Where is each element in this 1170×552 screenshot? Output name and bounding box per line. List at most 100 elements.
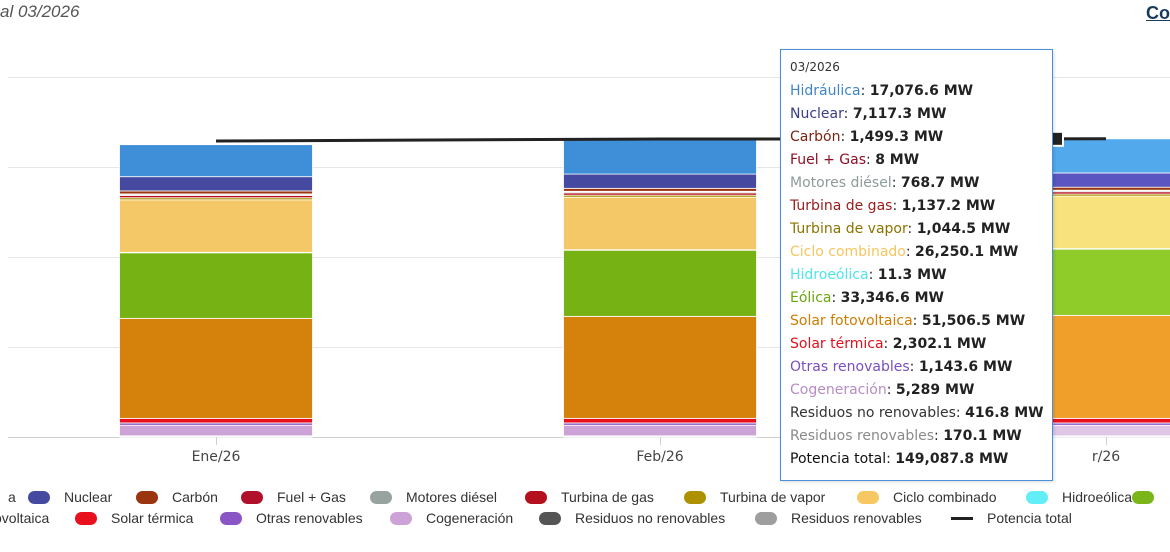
tooltip-row-value: 5,289 MW: [895, 382, 975, 398]
tooltip-row-label: Nuclear: [790, 106, 844, 122]
tooltip-row-separator: :: [843, 106, 853, 122]
tooltip-row: Hidráulica: 17,076.6 MW: [790, 80, 1043, 103]
legend-item[interactable]: Carbón: [136, 487, 218, 507]
legend-item[interactable]: [1132, 487, 1168, 507]
bar-segment-1-15[interactable]: [119, 176, 313, 192]
tooltip-row: Nuclear: 7,117.3 MW: [790, 103, 1043, 126]
legend-label: Potencia total: [987, 510, 1072, 526]
bar-segment-2-7[interactable]: [563, 249, 757, 317]
tooltip-rows: Hidráulica: 17,076.6 MW Nuclear: 7,117.3 …: [790, 80, 1044, 471]
x-tick-label-2: Feb/26: [636, 449, 683, 465]
bar-segment-2-5[interactable]: [563, 417, 757, 424]
legend-swatch: [857, 490, 879, 504]
tooltip-row-value: 768.7 MW: [900, 175, 980, 191]
legend-item[interactable]: Cogeneración: [390, 508, 513, 528]
tooltip-row-label: Solar fotovoltaica: [790, 313, 913, 329]
tooltip-row-separator: :: [831, 290, 841, 306]
bar-segment-1-7[interactable]: [119, 251, 313, 319]
legend-item[interactable]: Residuos no renovables: [539, 508, 725, 528]
legend-item[interactable]: Potencia total: [951, 508, 1072, 528]
legend-item[interactable]: Solar térmica: [75, 508, 193, 528]
tooltip-row: Otras renovables: 1,143.6 MW: [790, 356, 1043, 379]
tooltip-row-value: 2,302.1 MW: [892, 336, 987, 352]
tooltip-row-value: 1,044.5 MW: [916, 221, 1011, 237]
tooltip-row-value: 26,250.1 MW: [915, 244, 1019, 260]
legend-item[interactable]: Turbina de gas: [525, 487, 654, 507]
tooltip-row-value: 33,346.6 MW: [840, 290, 944, 306]
legend-label: Solar térmica: [111, 510, 194, 526]
bar-segment-1-16[interactable]: [119, 144, 313, 178]
tooltip-row-value: 51,506.5 MW: [921, 313, 1026, 329]
tooltip-row-separator: :: [892, 198, 902, 214]
legend-label: Residuos no renovables: [575, 510, 726, 526]
legend-item[interactable]: Ciclo combinado: [857, 487, 997, 507]
legend-label: Otras renovables: [256, 510, 363, 526]
legend-item[interactable]: Hidroeólica: [1026, 487, 1132, 507]
legend-item[interactable]: a: [0, 487, 16, 507]
tooltip-row: Ciclo combinado: 26,250.1 MW: [790, 241, 1043, 264]
tooltip-row: Turbina de gas: 1,137.2 MW: [790, 195, 1043, 218]
legend-label: a: [8, 489, 16, 505]
legend-swatch: [241, 490, 263, 504]
tooltip-row-value: 1,137.2 MW: [901, 198, 996, 214]
tooltip-row: Residuos renovables: 170.1 MW: [790, 425, 1043, 448]
tooltip-row-value: 11.3 MW: [877, 267, 947, 283]
tooltip-row-label: Fuel + Gas: [790, 152, 867, 168]
bar-segment-1-3[interactable]: [119, 424, 313, 437]
legend-swatch: [755, 511, 777, 525]
tooltip-row-label: Potencia total: [790, 451, 887, 467]
tooltip-row-separator: :: [868, 267, 878, 283]
bar-segment-2-9[interactable]: [563, 196, 757, 251]
tooltip-row: Potencia total: 149,087.8 MW: [790, 448, 1043, 471]
tooltip-row-separator: :: [907, 221, 917, 237]
legend-item[interactable]: Nuclear: [28, 487, 112, 507]
tooltip-row: Motores diésel: 768.7 MW: [790, 172, 1043, 195]
tooltip-row: Carbón: 1,499.3 MW: [790, 126, 1043, 149]
tooltip-row-separator: :: [912, 313, 922, 329]
page-title-fragment: al 03/2026: [0, 2, 80, 21]
tooltip-row-label: Solar térmica: [790, 336, 884, 352]
bar-segment-2-3[interactable]: [563, 424, 757, 437]
legend-swatch: [370, 490, 392, 504]
bar-segment-2-14[interactable]: [563, 187, 757, 192]
bar-segment-1-9[interactable]: [119, 199, 313, 253]
legend-item[interactable]: Residuos renovables: [755, 508, 922, 528]
bar-segment-2-15[interactable]: [563, 173, 757, 189]
legend-item[interactable]: Otras renovables: [220, 508, 363, 528]
legend-item[interactable]: Motores diésel: [370, 487, 497, 507]
legend-swatch: [539, 511, 561, 525]
legend-label: ovoltaica: [0, 510, 50, 526]
bar-segment-1-5[interactable]: [119, 417, 313, 424]
tooltip-row-label: Eólica: [790, 290, 832, 306]
legend-item[interactable]: Fuel + Gas: [241, 487, 346, 507]
tooltip-row-label: Residuos no renovables: [790, 405, 956, 421]
legend-label: Nuclear: [64, 489, 113, 505]
legend-swatch: [1132, 490, 1154, 504]
legend-label: Turbina de vapor: [720, 489, 826, 505]
bar-segment-1-6[interactable]: [119, 317, 313, 419]
legend-swatch: [220, 511, 242, 525]
tooltip-row: Residuos no renovables: 416.8 MW: [790, 402, 1044, 425]
tooltip-row-value: 170.1 MW: [943, 428, 1022, 444]
tooltip-row-value: 8 MW: [875, 152, 920, 168]
bar-segment-1-14[interactable]: [119, 190, 313, 195]
tooltip-row-separator: :: [886, 451, 896, 467]
legend-swatch: [1026, 490, 1048, 504]
tooltip-row-value: 149,087.8 MW: [895, 451, 1009, 467]
legend-label: Carbón: [172, 489, 218, 505]
bar-segment-2-6[interactable]: [563, 315, 757, 419]
tooltip-row-separator: :: [860, 83, 870, 99]
tooltip-row-label: Cogeneración: [790, 382, 887, 398]
legend-label: Ciclo combinado: [893, 489, 997, 505]
tooltip-row-separator: :: [883, 336, 893, 352]
bar-segment-2-16[interactable]: [563, 139, 757, 175]
legend-item[interactable]: Turbina de vapor: [684, 487, 825, 507]
legend-swatch: [684, 490, 706, 504]
legend-label: Turbina de gas: [561, 489, 654, 505]
tooltip-row-label: Turbina de gas: [790, 198, 893, 214]
tooltip-row: Turbina de vapor: 1,044.5 MW: [790, 218, 1043, 241]
header-link[interactable]: Co: [1146, 3, 1170, 23]
legend-item[interactable]: ovoltaica: [0, 508, 49, 528]
tooltip-row: Eólica: 33,346.6 MW: [790, 287, 1043, 310]
tooltip-row-label: Ciclo combinado: [790, 244, 906, 260]
